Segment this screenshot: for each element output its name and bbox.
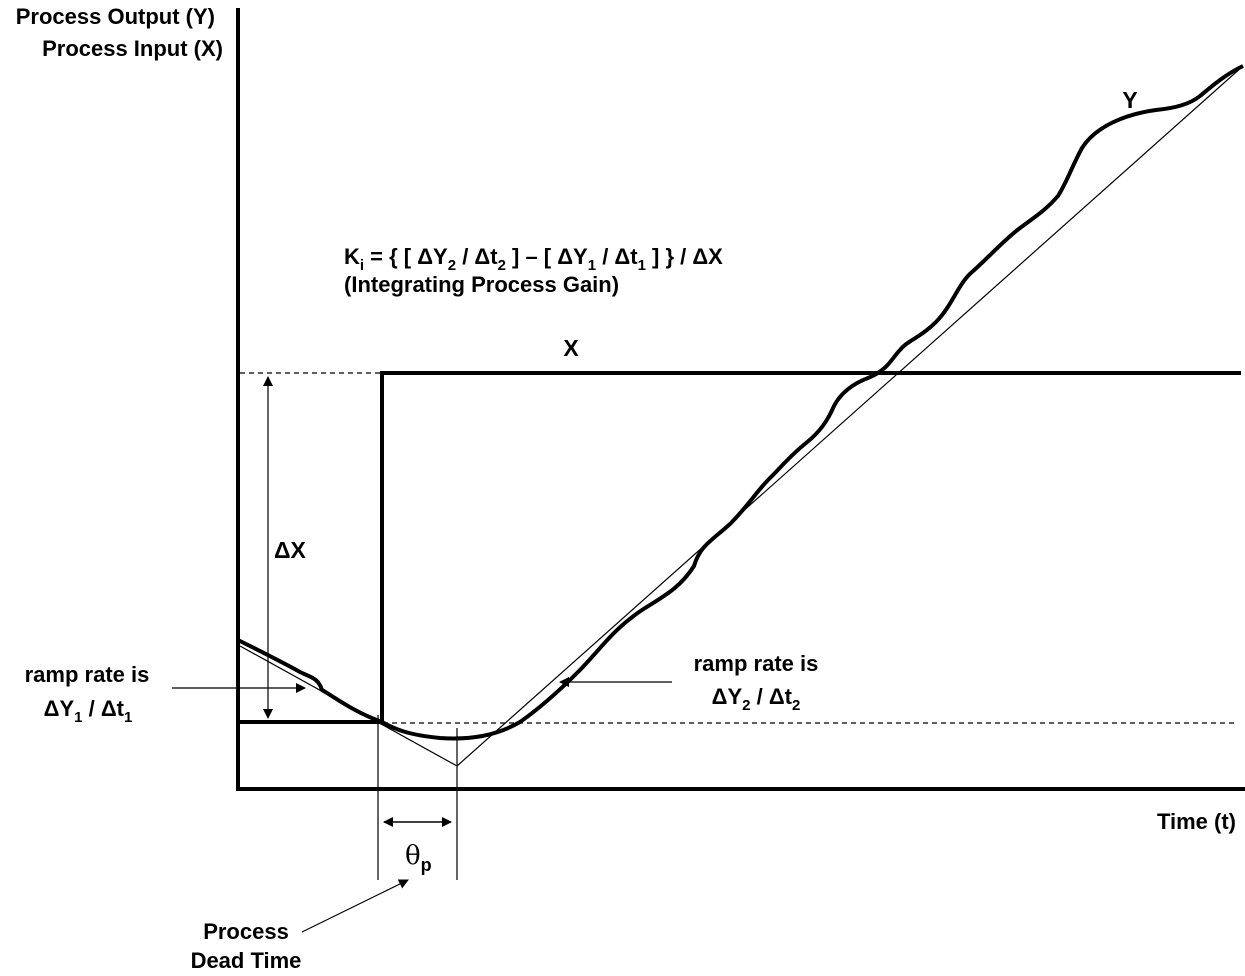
ramp-rate-1-label-line1: ramp rate is [25,662,150,687]
dead-time-symbol: θp [405,841,432,875]
delta-x-label: ΔX [274,537,307,563]
output-response-curve-y [237,64,1244,741]
ramp-rate-2-label-line2: ΔY2 / Δt2 [712,684,801,714]
dead-time-label-line1: Process [203,919,289,944]
final-ramp-tangent [456,65,1244,767]
dead-time-label-line2: Dead Time [191,948,302,973]
output-signal-label-y: Y [1122,87,1137,113]
ramp-rate-2-label-line1: ramp rate is [694,651,819,676]
integrating-gain-caption: (Integrating Process Gain) [344,272,619,297]
x-axis-label: Time (t) [1157,809,1236,834]
dead-time-pointer-arrow [301,879,409,933]
y-axis-label-output: Process Output (Y) [16,4,215,29]
input-step-signal-x [238,371,1241,724]
ramp-rate-1-label-line2: ΔY1 / Δt1 [44,696,133,726]
y-axis-label-input: Process Input (X) [42,36,223,61]
input-signal-label-x: X [563,335,579,361]
integrating-gain-formula: Ki = { [ ΔY2 / Δt2 ] – [ ΔY1 / Δt1 ] } /… [344,244,723,274]
